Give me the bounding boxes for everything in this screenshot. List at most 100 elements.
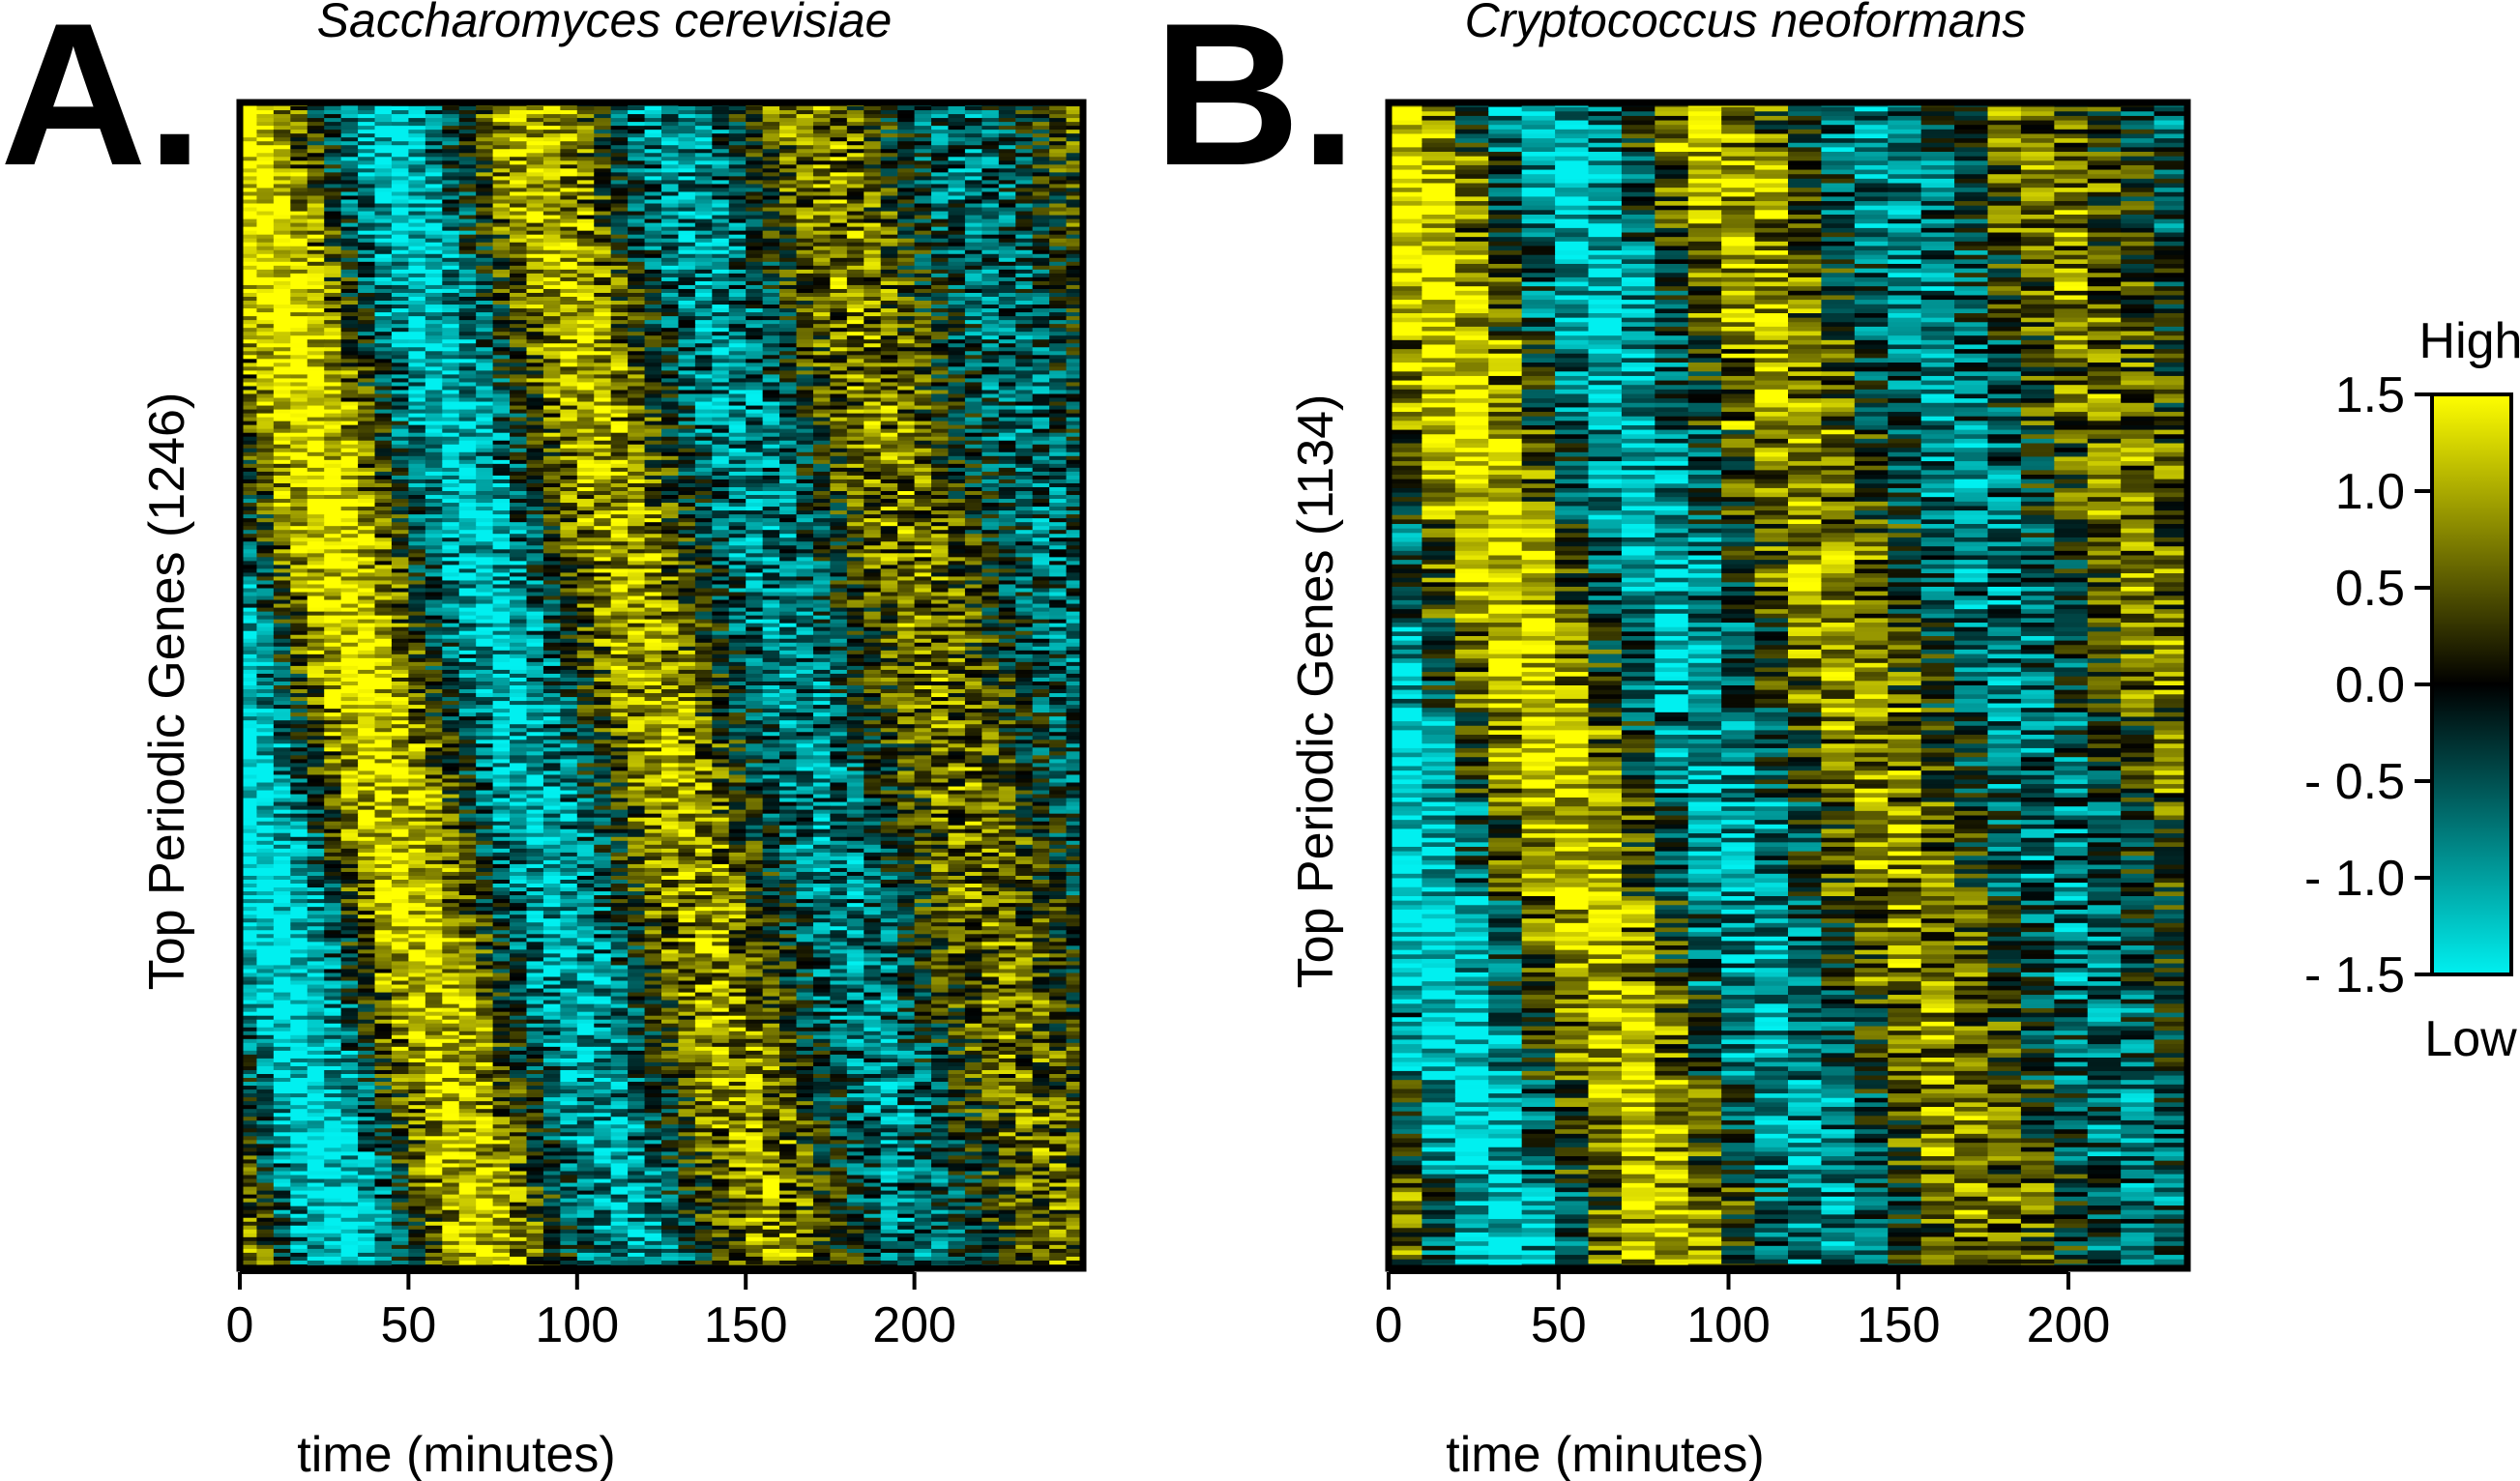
heatmap-cell — [240, 440, 258, 446]
heatmap-cell — [880, 316, 898, 321]
heatmap-cell — [1015, 176, 1034, 181]
heatmap-cell — [324, 234, 342, 240]
heatmap-cell — [948, 486, 966, 492]
heatmap-cell — [931, 257, 950, 263]
heatmap-cell — [391, 249, 409, 255]
heatmap-cell — [1049, 168, 1068, 173]
heatmap-cell — [290, 428, 308, 434]
heatmap-cell — [560, 130, 578, 134]
heatmap-cell — [273, 130, 291, 134]
heatmap-cell — [340, 347, 359, 352]
heatmap-cell — [307, 486, 325, 492]
heatmap-cell — [1015, 440, 1034, 446]
heatmap-cell — [324, 444, 342, 450]
heatmap-cell — [846, 145, 864, 150]
heatmap-cell — [290, 226, 308, 232]
heatmap-cell — [1032, 199, 1050, 205]
heatmap-cell — [526, 145, 544, 150]
heatmap-cell — [880, 172, 898, 177]
heatmap-cell — [712, 370, 730, 375]
heatmap-cell — [458, 137, 477, 142]
heatmap-cell — [273, 261, 291, 267]
heatmap-cell — [408, 359, 426, 363]
heatmap-cell — [1032, 355, 1050, 360]
heatmap-cell — [644, 432, 662, 438]
heatmap-cell — [256, 288, 275, 294]
heatmap-cell — [1066, 273, 1084, 278]
heatmap-cell — [897, 413, 916, 419]
heatmap-cell — [492, 284, 511, 290]
heatmap-cell — [273, 417, 291, 422]
heatmap-cell — [1066, 440, 1084, 446]
heatmap-cell — [324, 222, 342, 228]
heatmap-cell — [830, 370, 848, 375]
heatmap-cell — [864, 292, 882, 298]
heatmap-cell — [644, 141, 662, 146]
heatmap-cell — [425, 440, 443, 446]
heatmap-cell — [644, 284, 662, 290]
heatmap-cell — [425, 222, 443, 228]
heatmap-cell — [594, 215, 612, 220]
heatmap-cell — [812, 343, 831, 348]
heatmap-cell — [644, 207, 662, 213]
heatmap-cell — [897, 265, 916, 271]
heatmap-cell — [812, 288, 831, 294]
heatmap-cell — [846, 308, 864, 313]
heatmap-cell — [307, 160, 325, 165]
heatmap-cell — [644, 118, 662, 123]
heatmap-cell — [1049, 343, 1068, 348]
heatmap-cell — [256, 141, 275, 146]
heatmap-cell — [796, 257, 814, 263]
heatmap-cell — [982, 359, 1000, 363]
heatmap-cell — [290, 145, 308, 150]
heatmap-cell — [324, 471, 342, 477]
heatmap-cell — [779, 130, 798, 134]
heatmap-cell — [628, 386, 646, 392]
heatmap-cell — [779, 308, 798, 313]
heatmap-cell — [510, 269, 528, 275]
panel-a-label: A. — [0, 0, 203, 208]
heatmap-cell — [1049, 475, 1068, 480]
heatmap-cell — [998, 401, 1016, 407]
heatmap-cell — [982, 176, 1000, 181]
heatmap-cell — [948, 475, 966, 480]
heatmap-cell — [661, 312, 680, 317]
heatmap-cell — [290, 397, 308, 403]
heatmap-cell — [510, 482, 528, 488]
heatmap-cell — [1049, 467, 1068, 473]
heatmap-cell — [307, 122, 325, 127]
heatmap-cell — [897, 184, 916, 189]
heatmap-cell — [1015, 118, 1034, 123]
heatmap-cell — [796, 284, 814, 290]
heatmap-cell — [830, 316, 848, 321]
heatmap-cell — [324, 257, 342, 263]
heatmap-cell — [576, 335, 595, 340]
heatmap-cell — [358, 397, 376, 403]
heatmap-cell — [746, 118, 764, 123]
heatmap-cell — [846, 355, 864, 360]
heatmap-cell — [762, 292, 780, 298]
heatmap-cell — [492, 424, 511, 430]
heatmap-cell — [510, 459, 528, 465]
heatmap-cell — [374, 363, 393, 367]
heatmap-cell — [897, 374, 916, 380]
heatmap-cell — [1066, 343, 1084, 348]
heatmap-cell — [240, 288, 258, 294]
heatmap-cell — [1032, 288, 1050, 294]
heatmap-cell — [240, 316, 258, 321]
heatmap-cell — [948, 393, 966, 399]
heatmap-cell — [408, 386, 426, 392]
heatmap-cell — [880, 332, 898, 336]
heatmap-cell — [964, 405, 982, 411]
heatmap-cell — [256, 203, 275, 209]
heatmap-cell — [307, 145, 325, 150]
heatmap-cell — [374, 141, 393, 146]
heatmap-cell — [290, 301, 308, 305]
heatmap-cell — [560, 106, 578, 111]
heatmap-cell — [762, 133, 780, 138]
heatmap-cell — [256, 160, 275, 165]
heatmap-cell — [846, 301, 864, 305]
heatmap-cell — [240, 297, 258, 302]
heatmap-cell — [931, 428, 950, 434]
heatmap-cell — [442, 393, 460, 399]
